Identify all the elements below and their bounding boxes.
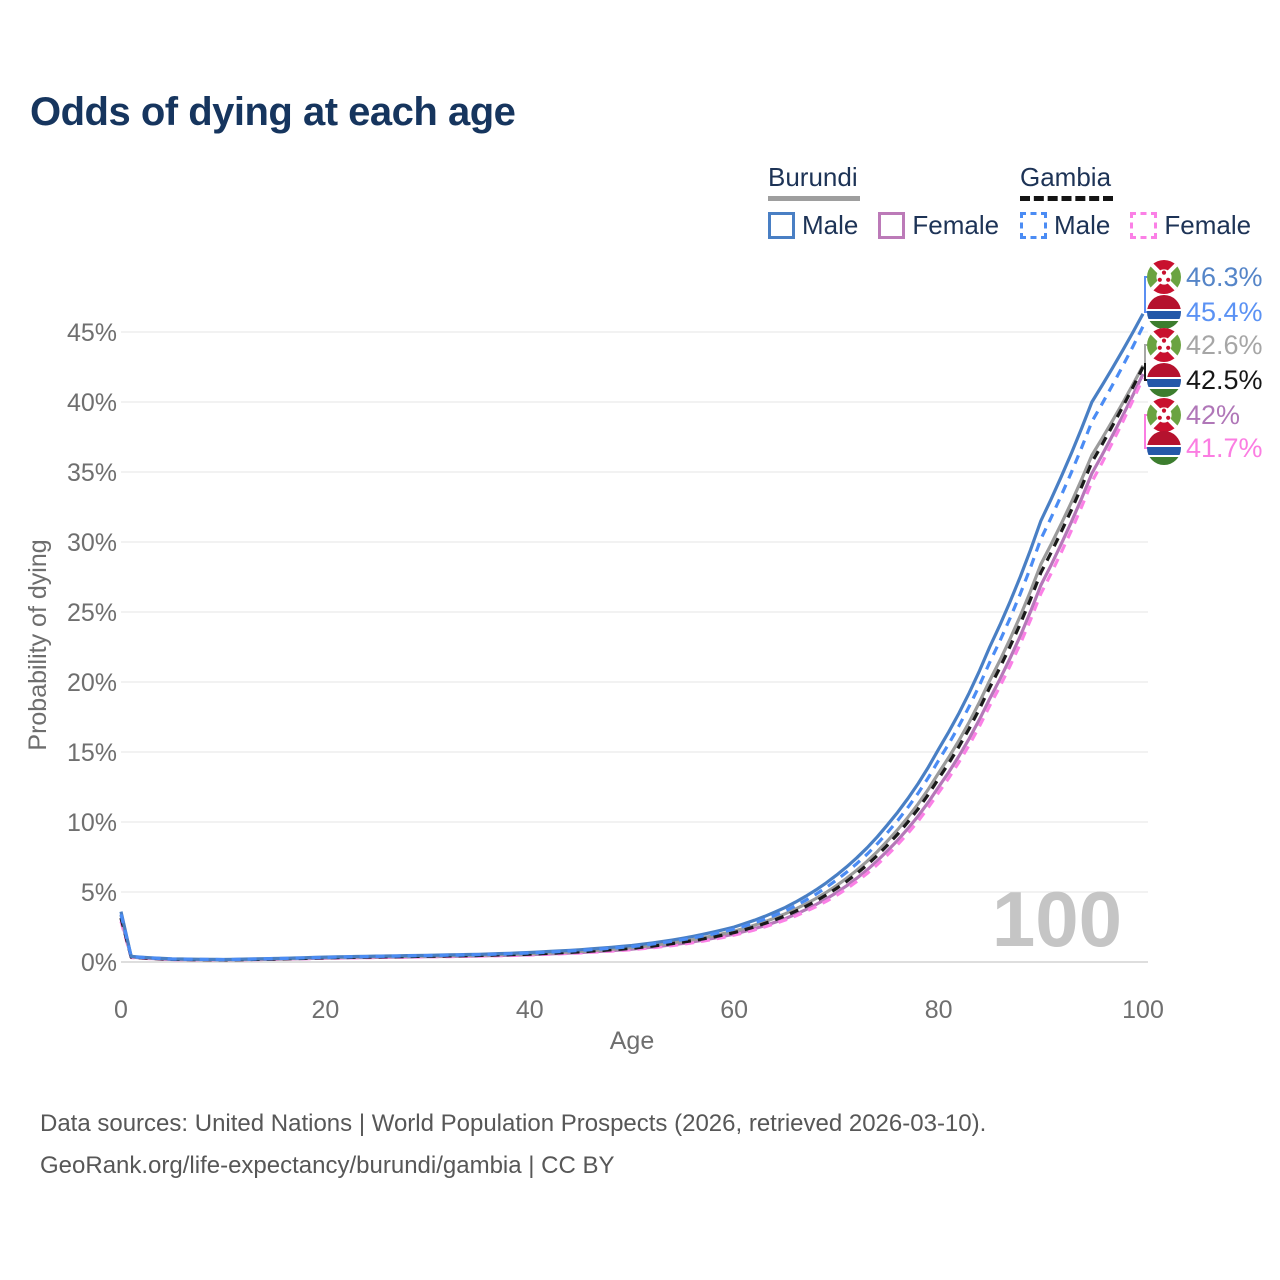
end-label-gambia-both: 42.5% — [1147, 363, 1263, 397]
legend-label: Female — [912, 210, 1000, 240]
end-value: 42.5% — [1186, 364, 1263, 395]
page-title: Odds of dying at each age — [30, 90, 516, 134]
data-source-footer: Data sources: United Nations | World Pop… — [40, 1103, 986, 1187]
end-value: 46.3% — [1186, 261, 1263, 292]
legend-country-gambia: Gambia — [1020, 162, 1114, 201]
legend-label: Male — [802, 210, 859, 240]
svg-text:10%: 10% — [67, 809, 117, 837]
end-value: 41.7% — [1186, 432, 1263, 463]
legend-item-gambia-male[interactable]: Male — [1020, 210, 1110, 241]
gambia-male-swatch-icon — [1020, 212, 1047, 239]
legend-country-burundi: Burundi — [768, 162, 860, 201]
end-label-gambia-female: 41.7% — [1147, 431, 1263, 465]
gambia-flag-icon — [1147, 431, 1181, 465]
burundi-flag-icon — [1147, 260, 1181, 294]
end-label-burundi-both: 42.6% — [1147, 328, 1263, 362]
series-lines — [119, 313, 1145, 962]
y-axis-title: Probability of dying — [24, 539, 52, 750]
legend-label: Female — [1164, 210, 1252, 240]
legend-item-burundi-female[interactable]: Female — [878, 210, 999, 241]
svg-text:45%: 45% — [67, 319, 117, 347]
svg-text:20%: 20% — [67, 669, 117, 697]
burundi-flag-icon — [1147, 398, 1181, 432]
svg-text:40%: 40% — [67, 389, 117, 417]
burundi-female-line — [119, 373, 1145, 962]
legend-item-burundi-male[interactable]: Male — [768, 210, 858, 241]
end-value: 42.6% — [1186, 329, 1263, 360]
footer-line-2: GeoRank.org/life-expectancy/burundi/gamb… — [40, 1152, 615, 1179]
burundi-male-line — [119, 313, 1145, 962]
burundi-male-swatch-icon — [768, 212, 795, 239]
svg-text:80: 80 — [925, 996, 953, 1024]
x-axis-title: Age — [610, 1027, 654, 1055]
gambia-flag-icon — [1147, 363, 1181, 397]
legend-group-gambia: Gambia Male Female — [1020, 162, 1251, 241]
gridlines — [121, 331, 1148, 963]
burundi-flag-icon — [1147, 328, 1181, 362]
svg-text:30%: 30% — [67, 529, 117, 557]
svg-text:40: 40 — [516, 996, 544, 1024]
end-label-burundi-male: 46.3% — [1147, 260, 1263, 294]
end-value: 45.4% — [1186, 296, 1263, 327]
y-axis-tick-labels: 0% 5% 10% 15% 20% 25% 30% 35% 40% 45% — [67, 319, 117, 977]
svg-text:35%: 35% — [67, 459, 117, 487]
svg-text:20: 20 — [311, 996, 339, 1024]
x-axis-tick-labels: 0 20 40 60 80 100 — [114, 996, 1164, 1024]
svg-text:25%: 25% — [67, 599, 117, 627]
age-watermark: 100 — [992, 875, 1122, 963]
end-label-gambia-male: 45.4% — [1147, 295, 1263, 329]
svg-text:60: 60 — [720, 996, 748, 1024]
end-label-burundi-female: 42% — [1147, 398, 1240, 432]
svg-text:100: 100 — [1122, 996, 1164, 1024]
svg-text:0: 0 — [114, 996, 128, 1024]
legend-label: Male — [1054, 210, 1111, 240]
gambia-male-line — [119, 325, 1145, 962]
gambia-female-line — [119, 377, 1145, 962]
svg-text:15%: 15% — [67, 739, 117, 767]
legend-item-gambia-female[interactable]: Female — [1130, 210, 1251, 241]
gambia-female-swatch-icon — [1130, 212, 1158, 239]
footer-line-1: Data sources: United Nations | World Pop… — [40, 1110, 987, 1137]
svg-text:0%: 0% — [81, 949, 117, 977]
end-value: 42% — [1186, 399, 1241, 430]
svg-text:5%: 5% — [81, 879, 117, 907]
burundi-female-swatch-icon — [878, 212, 906, 239]
legend-group-burundi: Burundi Male Female — [768, 162, 999, 241]
gambia-flag-icon — [1147, 295, 1181, 329]
